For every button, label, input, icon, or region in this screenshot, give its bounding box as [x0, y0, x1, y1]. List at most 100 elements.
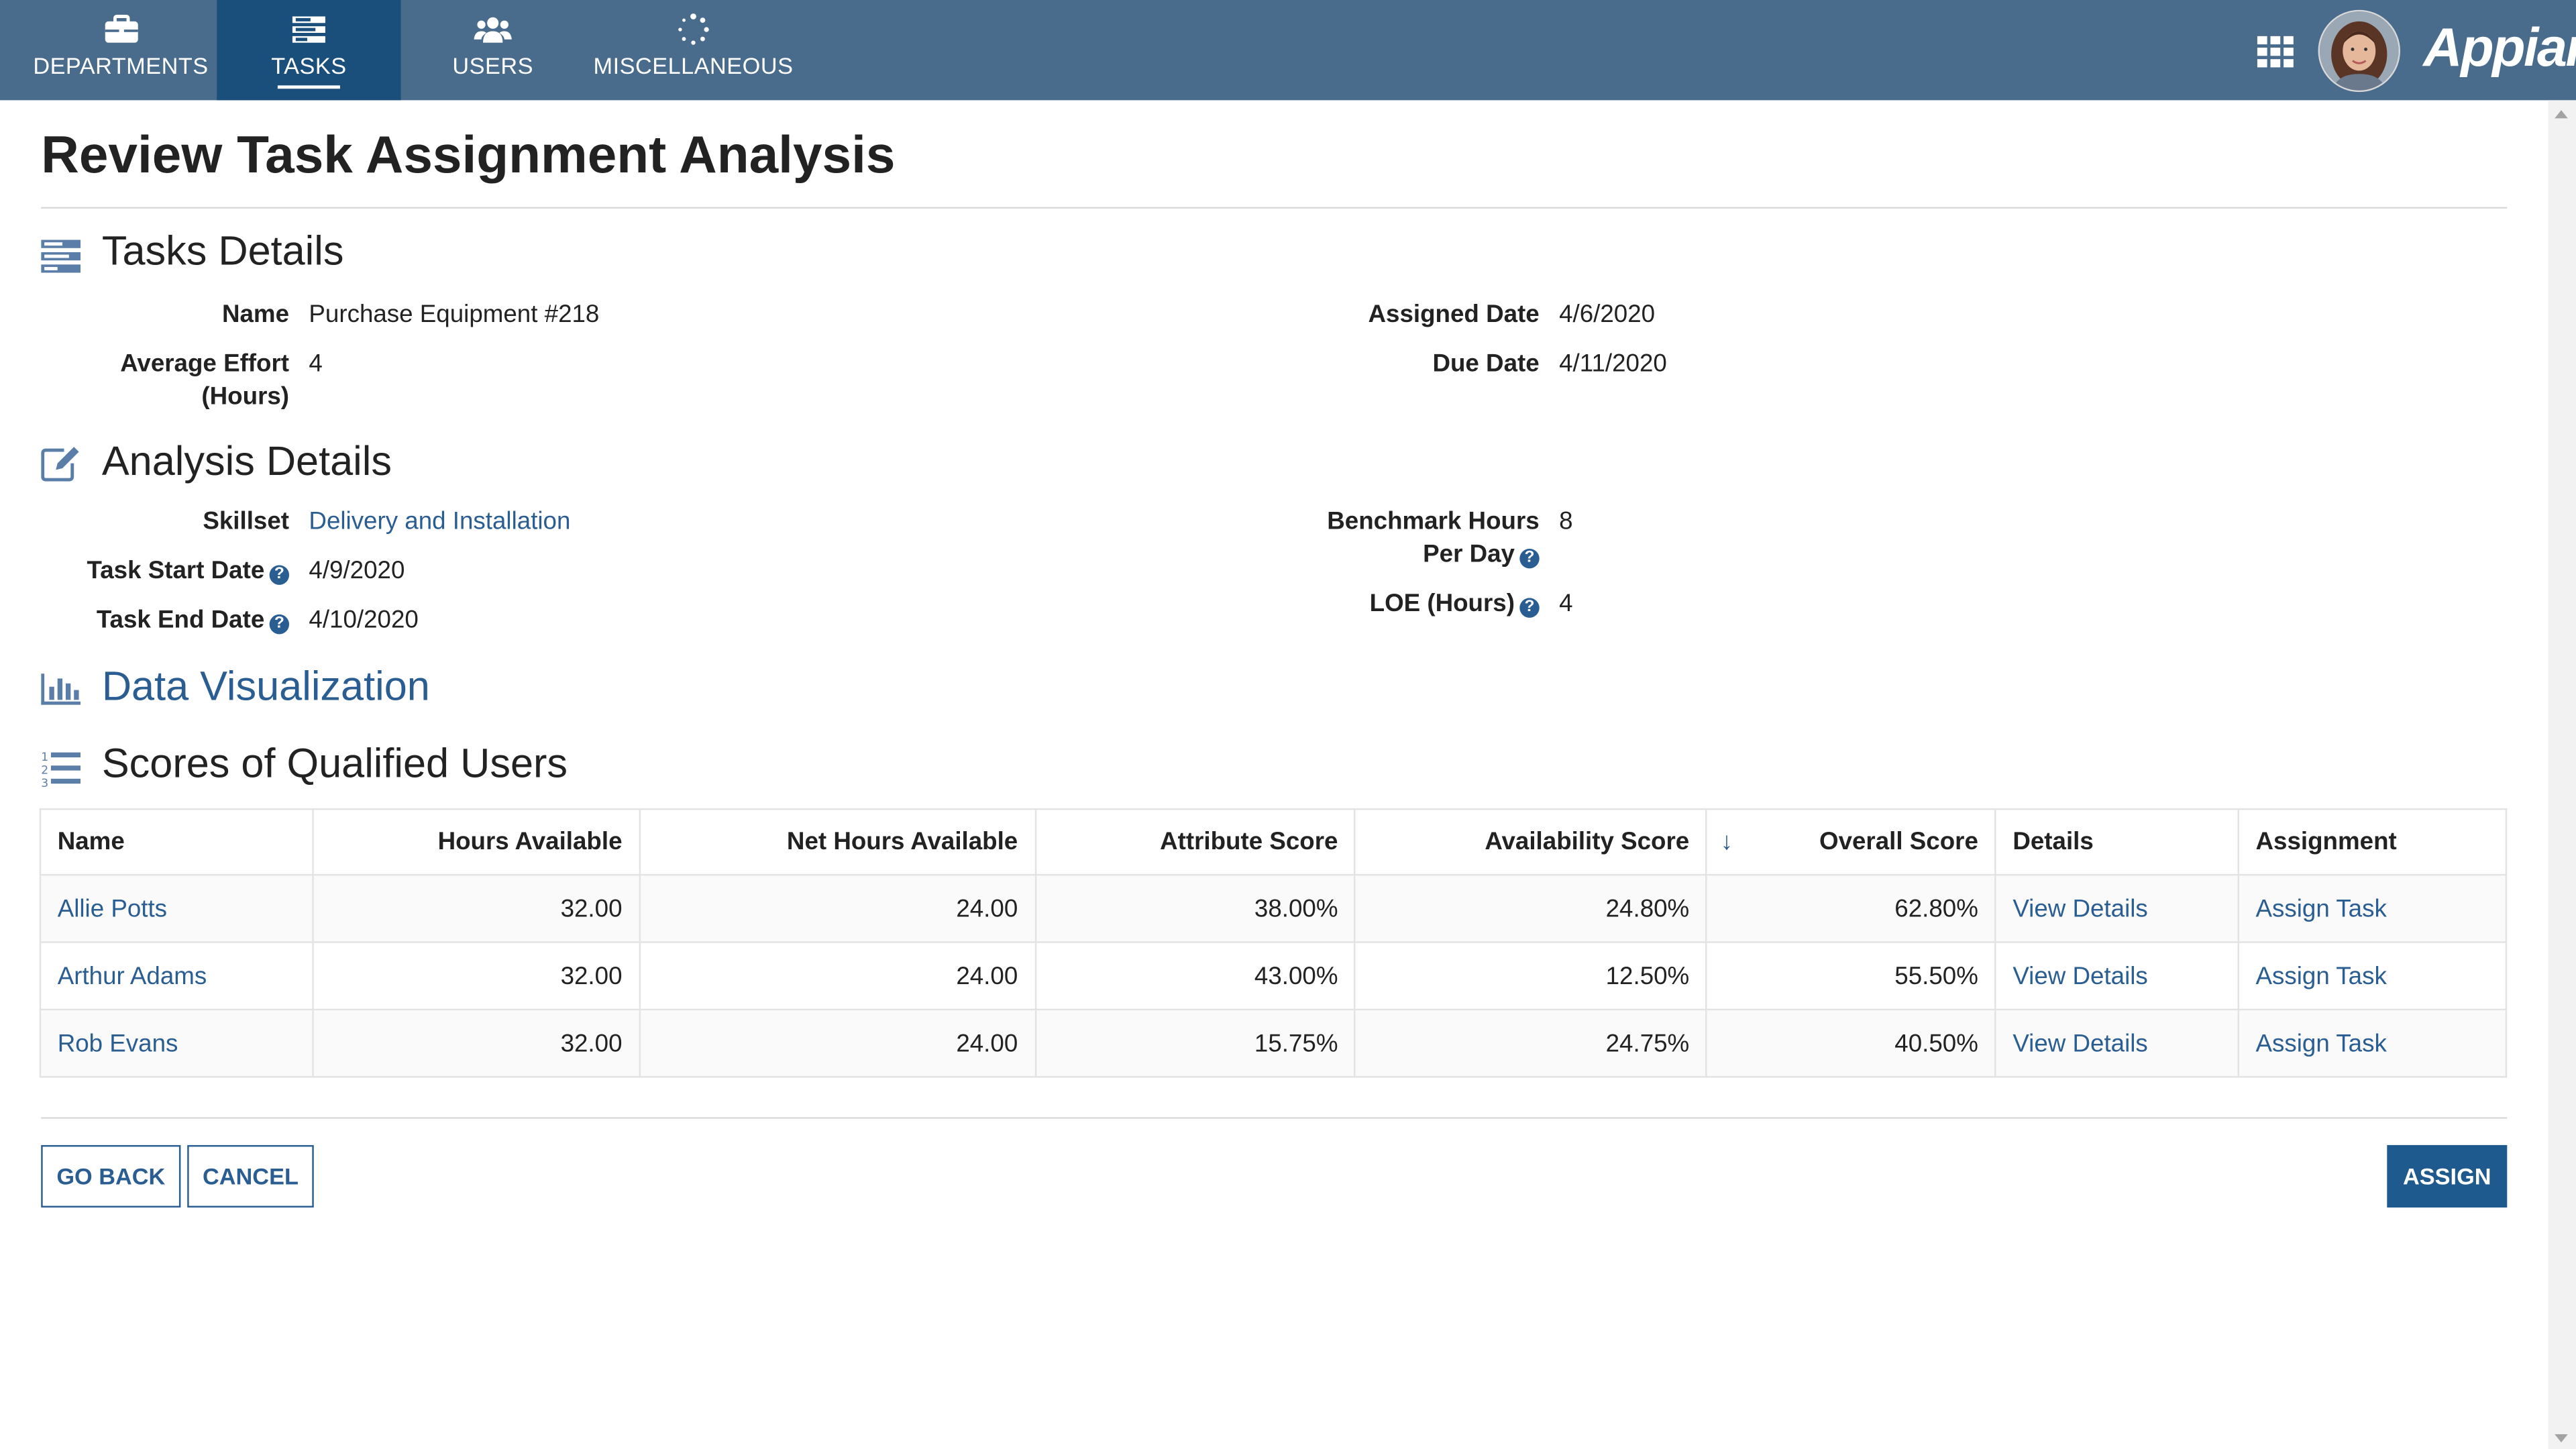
user-name-link[interactable]: Arthur Adams [39, 941, 314, 1011]
column-header-availability-score[interactable]: Availability Score [1354, 808, 1708, 876]
availability-score-cell: 24.75% [1354, 1008, 1708, 1078]
view-details-link[interactable]: View Details [1994, 941, 2240, 1011]
tasks-details-heading: Tasks Details [101, 228, 344, 274]
help-icon[interactable]: ? [1519, 598, 1540, 618]
active-tab-underline [277, 85, 340, 89]
vertical-scrollbar[interactable] [2548, 100, 2576, 1449]
scores-heading: Scores of Qualified Users [101, 741, 568, 788]
benchmark-hours-label-line2: Per Day? [1281, 539, 1540, 572]
benchmark-hours-label: Benchmark Hours Per Day? [1281, 506, 1540, 572]
go-back-button[interactable]: GO BACK [41, 1144, 181, 1208]
assign-button[interactable]: ASSIGN [2387, 1144, 2508, 1208]
svg-text:1: 1 [41, 751, 48, 764]
top-nav-bar: DEPARTMENTS TASKS USERS MISCELLANEOUS [0, 0, 2576, 101]
tab-tasks-label: TASKS [271, 52, 347, 79]
hours-available-cell: 32.00 [312, 1008, 641, 1078]
loe-hours-label: LOE (Hours)? [1281, 588, 1540, 621]
column-header-name[interactable]: Name [39, 808, 314, 876]
column-header-net-hours-available[interactable]: Net Hours Available [639, 808, 1036, 876]
scroll-down-arrow-icon[interactable] [2555, 1434, 2568, 1443]
list-icon [41, 238, 81, 274]
table-row: Allie Potts 32.00 24.00 38.00% 24.80% 62… [39, 873, 2508, 943]
assign-task-link[interactable]: Assign Task [2237, 873, 2508, 943]
table-header-row: Name Hours Available Net Hours Available… [39, 808, 2508, 876]
loe-hours-label-text: LOE (Hours) [1369, 590, 1515, 618]
net-hours-available-cell: 24.00 [639, 941, 1036, 1011]
scores-table: Name Hours Available Net Hours Available… [39, 808, 2508, 1078]
benchmark-hours-label-line2-text: Per Day [1423, 540, 1515, 569]
average-effort-label-line2: (Hours) [201, 382, 290, 411]
task-end-date-value: 4/10/2020 [309, 606, 419, 635]
tab-users[interactable]: USERS [424, 0, 562, 100]
tab-users-label: USERS [452, 52, 533, 79]
hours-available-cell: 32.00 [312, 873, 641, 943]
assign-task-link[interactable]: Assign Task [2237, 941, 2508, 1011]
hours-available-cell: 32.00 [312, 941, 641, 1011]
task-start-date-value: 4/9/2020 [309, 557, 405, 585]
table-row: Rob Evans 32.00 24.00 15.75% 24.75% 40.5… [39, 1008, 2508, 1078]
tab-miscellaneous[interactable]: MISCELLANEOUS [594, 0, 793, 100]
help-icon[interactable]: ? [269, 565, 290, 585]
column-header-overall-score[interactable]: ↓ Overall Score [1705, 808, 1996, 876]
appian-logo: Appian [2423, 16, 2576, 78]
overall-score-cell: 62.80% [1705, 873, 1996, 943]
assigned-date-value: 4/6/2020 [1559, 301, 1656, 329]
svg-text:2: 2 [41, 763, 48, 777]
benchmark-hours-value: 8 [1559, 507, 1573, 536]
sort-descending-icon[interactable]: ↓ [1720, 828, 1733, 856]
footer-divider [41, 1117, 2508, 1119]
page-title: Review Task Assignment Analysis [41, 125, 896, 184]
title-divider [41, 207, 2508, 209]
attribute-score-cell: 43.00% [1034, 941, 1356, 1011]
user-name-link[interactable]: Allie Potts [39, 873, 314, 943]
app-launcher-grid-icon[interactable] [2257, 36, 2294, 68]
overall-score-cell: 55.50% [1705, 941, 1996, 1011]
assign-task-link[interactable]: Assign Task [2237, 1008, 2508, 1078]
scroll-up-arrow-icon[interactable] [2555, 110, 2568, 119]
tab-departments[interactable]: DEPARTMENTS [25, 0, 217, 100]
tab-tasks[interactable]: TASKS [217, 0, 401, 101]
availability-score-cell: 12.50% [1354, 941, 1708, 1011]
overall-score-header-text: Overall Score [1819, 828, 1978, 856]
users-icon [473, 13, 513, 46]
assigned-date-label: Assigned Date [1368, 301, 1540, 329]
availability-score-cell: 24.80% [1354, 873, 1708, 943]
skillset-value-link[interactable]: Delivery and Installation [309, 507, 571, 536]
help-icon[interactable]: ? [269, 614, 290, 635]
task-end-date-label: Task End Date? [49, 604, 290, 637]
column-header-assignment: Assignment [2237, 808, 2508, 876]
column-header-hours-available[interactable]: Hours Available [312, 808, 641, 876]
loe-hours-value: 4 [1559, 590, 1573, 618]
tasks-icon [290, 13, 327, 46]
view-details-link[interactable]: View Details [1994, 873, 2240, 943]
net-hours-available-cell: 24.00 [639, 873, 1036, 943]
due-date-value: 4/11/2020 [1559, 350, 1667, 378]
help-icon[interactable]: ? [1519, 548, 1540, 569]
task-end-date-label-text: Task End Date [96, 606, 265, 635]
edit-icon [41, 445, 80, 482]
due-date-label: Due Date [1432, 350, 1540, 378]
spinner-icon [677, 13, 710, 46]
column-header-attribute-score[interactable]: Attribute Score [1034, 808, 1356, 876]
skillset-label: Skillset [203, 507, 290, 536]
task-name-value: Purchase Equipment #218 [309, 301, 600, 329]
column-header-details: Details [1994, 808, 2240, 876]
task-name-label: Name [221, 301, 290, 329]
user-name-link[interactable]: Rob Evans [39, 1008, 314, 1078]
cancel-button[interactable]: CANCEL [187, 1144, 314, 1208]
attribute-score-cell: 38.00% [1034, 873, 1356, 943]
view-details-link[interactable]: View Details [1994, 1008, 2240, 1078]
data-visualization-link[interactable]: Data Visualization [101, 663, 430, 710]
tab-departments-label: DEPARTMENTS [33, 52, 209, 79]
task-start-date-label-text: Task Start Date [87, 557, 265, 585]
attribute-score-cell: 15.75% [1034, 1008, 1356, 1078]
overall-score-cell: 40.50% [1705, 1008, 1996, 1078]
analysis-details-heading: Analysis Details [101, 438, 392, 485]
user-avatar[interactable] [2318, 9, 2400, 93]
briefcase-icon [103, 13, 139, 46]
net-hours-available-cell: 24.00 [639, 1008, 1036, 1078]
bar-chart-icon [41, 674, 81, 710]
table-row: Arthur Adams 32.00 24.00 43.00% 12.50% 5… [39, 941, 2508, 1011]
